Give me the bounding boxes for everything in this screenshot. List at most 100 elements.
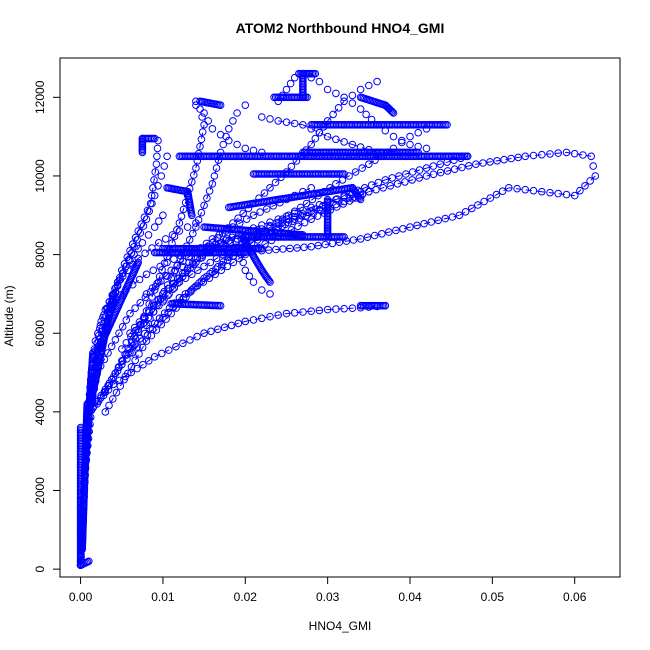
data-point	[179, 339, 187, 348]
y-tick-label: 0	[33, 565, 47, 572]
data-point	[109, 380, 118, 389]
data-point	[159, 290, 167, 298]
data-point	[179, 257, 187, 266]
data-point	[282, 85, 291, 94]
data-point	[323, 85, 332, 94]
data-point	[222, 132, 230, 141]
data-point	[389, 109, 398, 117]
y-tick-label: 6000	[33, 320, 47, 347]
connector-line	[245, 313, 287, 322]
data-point	[140, 213, 149, 221]
data-point	[429, 162, 438, 170]
data-point	[188, 211, 196, 220]
data-point	[200, 121, 208, 129]
data-point	[150, 191, 159, 200]
data-point	[303, 93, 311, 102]
data-point	[115, 276, 124, 285]
data-point	[381, 176, 390, 184]
data-point	[443, 121, 451, 129]
data-point	[265, 277, 273, 285]
data-point	[101, 408, 110, 416]
data-point	[130, 323, 139, 332]
data-point	[562, 148, 571, 157]
data-point	[372, 185, 380, 194]
data-point	[85, 557, 93, 566]
data-point	[281, 220, 290, 229]
data-point	[274, 215, 283, 223]
data-point	[142, 270, 151, 279]
data-point	[307, 184, 316, 192]
data-point	[358, 164, 367, 172]
connector-line	[121, 230, 139, 271]
data-point	[474, 201, 482, 209]
data-point	[348, 99, 357, 107]
data-point	[299, 206, 307, 215]
data-point	[492, 190, 501, 199]
data-point	[214, 263, 222, 271]
data-point	[152, 326, 161, 334]
data-point	[178, 262, 186, 271]
data-point	[332, 135, 340, 144]
data-point	[223, 262, 232, 271]
data-point	[200, 109, 208, 117]
data-point	[101, 388, 110, 397]
data-point	[258, 221, 266, 229]
data-point	[480, 197, 488, 206]
data-point	[135, 350, 143, 358]
data-point	[200, 262, 208, 271]
data-point	[185, 236, 194, 244]
data-point	[168, 231, 177, 239]
data-point	[443, 167, 452, 175]
y-tick-label: 2000	[33, 477, 47, 504]
data-point	[436, 168, 445, 177]
data-point	[401, 178, 409, 186]
connector-line	[525, 151, 567, 157]
data-point	[188, 178, 196, 186]
data-point	[241, 144, 250, 153]
data-point	[258, 314, 266, 323]
data-point	[133, 236, 141, 244]
data-point	[570, 149, 579, 158]
data-point	[192, 258, 200, 267]
data-point	[309, 209, 318, 217]
data-point	[315, 128, 324, 137]
data-point	[158, 266, 166, 274]
y-tick-label: 4000	[33, 398, 47, 425]
connector-line	[146, 285, 197, 342]
data-point	[208, 180, 217, 188]
data-point	[340, 138, 348, 146]
connector-line	[409, 214, 460, 228]
connector-line	[286, 309, 328, 315]
data-point	[159, 211, 167, 220]
data-point	[214, 325, 222, 334]
connector-line	[137, 242, 160, 259]
data-point	[486, 194, 495, 202]
data-point	[161, 235, 170, 243]
data-point	[172, 342, 180, 351]
data-point	[216, 130, 225, 139]
connector-line	[360, 226, 411, 240]
data-point	[286, 79, 295, 88]
data-point	[124, 369, 132, 378]
data-point	[145, 307, 153, 315]
data-point	[299, 121, 307, 129]
data-point	[387, 107, 396, 115]
connector-line	[203, 320, 246, 334]
data-point	[138, 343, 147, 352]
connector-line	[179, 254, 246, 299]
data-point	[133, 364, 141, 373]
data-point	[365, 187, 373, 196]
data-point	[219, 258, 228, 266]
data-point	[486, 158, 494, 166]
data-point	[118, 357, 126, 365]
data-point	[131, 233, 140, 242]
data-point	[472, 160, 480, 168]
x-tick-label: 0.03	[316, 590, 340, 604]
data-point	[183, 223, 192, 231]
data-point	[256, 208, 264, 216]
data-point	[398, 136, 406, 145]
data-point	[388, 108, 397, 116]
data-point	[505, 184, 513, 192]
data-point	[468, 204, 476, 213]
data-point	[340, 170, 348, 178]
